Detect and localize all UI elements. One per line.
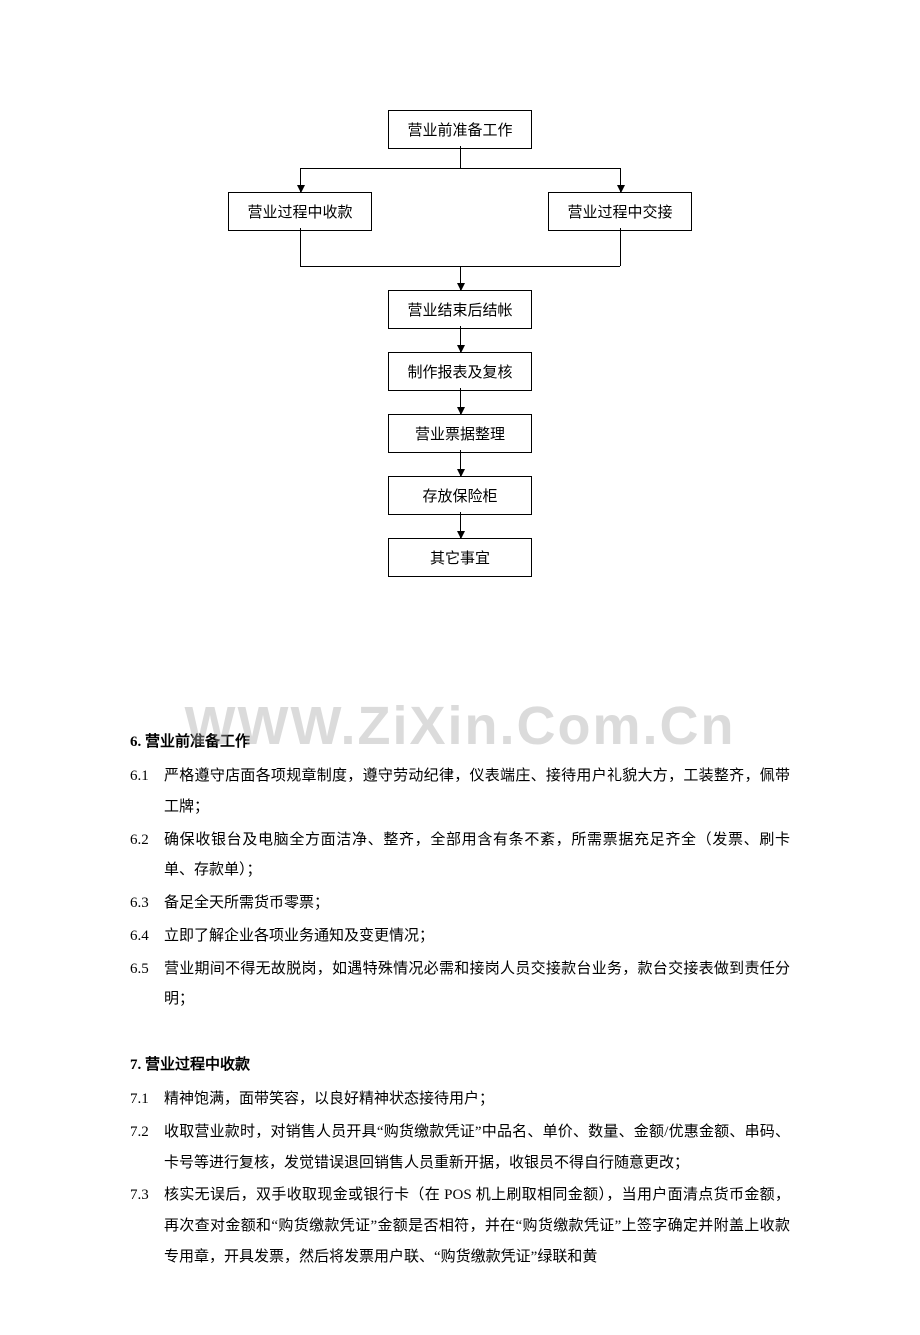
- item-text: 确保收银台及电脑全方面洁净、整齐，全部用含有条不紊，所需票据充足齐全（发票、刷卡…: [164, 825, 790, 887]
- item-text: 严格遵守店面各项规章制度，遵守劳动纪律，仪表端庄、接待用户礼貌大方，工装整齐，佩…: [164, 761, 790, 823]
- item-text: 核实无误后，双手收取现金或银行卡（在 POS 机上刷取相同金额），当用户面清点货…: [164, 1180, 790, 1272]
- flow-line: [620, 228, 621, 266]
- item-num: 6.1: [130, 761, 164, 823]
- flow-arrow: [460, 388, 461, 414]
- flow-arrow: [300, 168, 301, 192]
- flow-arrow: [460, 450, 461, 476]
- heading-num: 7.: [130, 1057, 141, 1073]
- flow-line: [300, 228, 301, 266]
- flow-node-safe: 存放保险柜: [388, 476, 532, 515]
- flow-node-settle: 营业结束后结帐: [388, 290, 532, 329]
- item-6-4: 6.4 立即了解企业各项业务通知及变更情况；: [130, 921, 790, 952]
- page-content: 营业前准备工作 营业过程中收款 营业过程中交接 营业结束后结帐 制作报表及复核 …: [0, 0, 920, 1335]
- flow-node-other: 其它事宜: [388, 538, 532, 577]
- item-text: 营业期间不得无故脱岗，如遇特殊情况必需和接岗人员交接款台业务，款台交接表做到责任…: [164, 954, 790, 1016]
- item-6-5: 6.5 营业期间不得无故脱岗，如遇特殊情况必需和接岗人员交接款台业务，款台交接表…: [130, 954, 790, 1016]
- heading-text: 营业前准备工作: [145, 734, 250, 750]
- item-6-3: 6.3 备足全天所需货币零票；: [130, 888, 790, 919]
- item-text: 备足全天所需货币零票；: [164, 888, 790, 919]
- flow-node-report: 制作报表及复核: [388, 352, 532, 391]
- flow-arrow: [460, 326, 461, 352]
- flow-arrow: [620, 168, 621, 192]
- flow-arrow: [460, 266, 461, 290]
- heading-text: 营业过程中收款: [145, 1057, 250, 1073]
- item-num: 6.2: [130, 825, 164, 887]
- section6-heading: 6. 营业前准备工作: [130, 730, 790, 751]
- flow-node-docs: 营业票据整理: [388, 414, 532, 453]
- item-num: 6.3: [130, 888, 164, 919]
- item-num: 6.5: [130, 954, 164, 1016]
- flow-node-handover: 营业过程中交接: [548, 192, 692, 231]
- item-6-1: 6.1 严格遵守店面各项规章制度，遵守劳动纪律，仪表端庄、接待用户礼貌大方，工装…: [130, 761, 790, 823]
- item-7-1: 7.1 精神饱满，面带笑容，以良好精神状态接待用户；: [130, 1084, 790, 1115]
- item-num: 7.2: [130, 1117, 164, 1179]
- item-6-2: 6.2 确保收银台及电脑全方面洁净、整齐，全部用含有条不紊，所需票据充足齐全（发…: [130, 825, 790, 887]
- flow-line: [300, 168, 620, 169]
- item-text: 精神饱满，面带笑容，以良好精神状态接待用户；: [164, 1084, 790, 1115]
- heading-num: 6.: [130, 734, 141, 750]
- section7-heading: 7. 营业过程中收款: [130, 1053, 790, 1074]
- flow-arrow: [460, 512, 461, 538]
- item-text: 立即了解企业各项业务通知及变更情况；: [164, 921, 790, 952]
- item-num: 6.4: [130, 921, 164, 952]
- flow-node-prep: 营业前准备工作: [388, 110, 532, 149]
- item-num: 7.1: [130, 1084, 164, 1115]
- flow-line: [460, 146, 461, 168]
- item-7-3: 7.3 核实无误后，双手收取现金或银行卡（在 POS 机上刷取相同金额），当用户…: [130, 1180, 790, 1272]
- flow-node-collect: 营业过程中收款: [228, 192, 372, 231]
- item-num: 7.3: [130, 1180, 164, 1272]
- item-text: 收取营业款时，对销售人员开具“购货缴款凭证”中品名、单价、数量、金额/优惠金额、…: [164, 1117, 790, 1179]
- flowchart: 营业前准备工作 营业过程中收款 营业过程中交接 营业结束后结帐 制作报表及复核 …: [240, 110, 680, 690]
- item-7-2: 7.2 收取营业款时，对销售人员开具“购货缴款凭证”中品名、单价、数量、金额/优…: [130, 1117, 790, 1179]
